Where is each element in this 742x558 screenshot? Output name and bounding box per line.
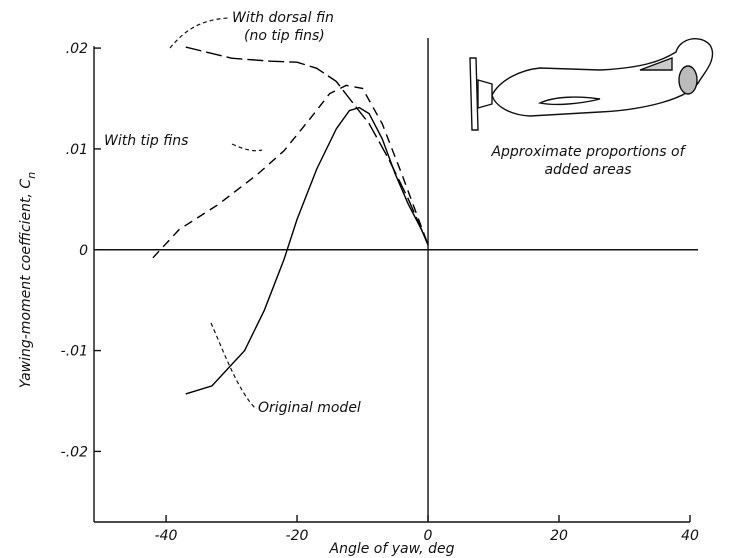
y-tick-label: .02 [66,41,88,57]
x-tick-label: -40 [155,528,178,544]
y-tick-label: 0 [79,243,88,259]
leader-line [231,143,263,152]
airplane-sketch [469,37,714,131]
y-axis-symbol: C [18,179,34,189]
annotation: (no tip fins) [244,28,325,44]
y-tick-label: -.02 [61,444,88,460]
y-axis-subscript: n [25,172,38,179]
annotation: added areas [544,162,631,178]
leader-line [169,17,229,49]
series-label: With dorsal fin [232,10,334,26]
leader-line [210,322,256,409]
series-label: Original model [258,400,361,416]
y-axis-label: Yawing-moment coefficient, Cn [18,172,38,388]
y-axis-label-text: Yawing-moment coefficient, [18,193,34,388]
y-tick-label: -.01 [61,344,88,360]
series-line [185,106,429,395]
x-tick-label: 0 [424,528,433,544]
series-line [152,84,429,259]
x-axis-label: Angle of yaw, deg [329,541,455,557]
x-tick-label: 40 [681,528,699,544]
series-label: With tip fins [104,133,188,149]
series-line [185,46,429,245]
y-tick-label: .01 [66,142,88,158]
x-tick-label: -20 [286,528,309,544]
annotation: Approximate proportions of [490,144,686,160]
x-tick-label: 20 [550,528,568,544]
